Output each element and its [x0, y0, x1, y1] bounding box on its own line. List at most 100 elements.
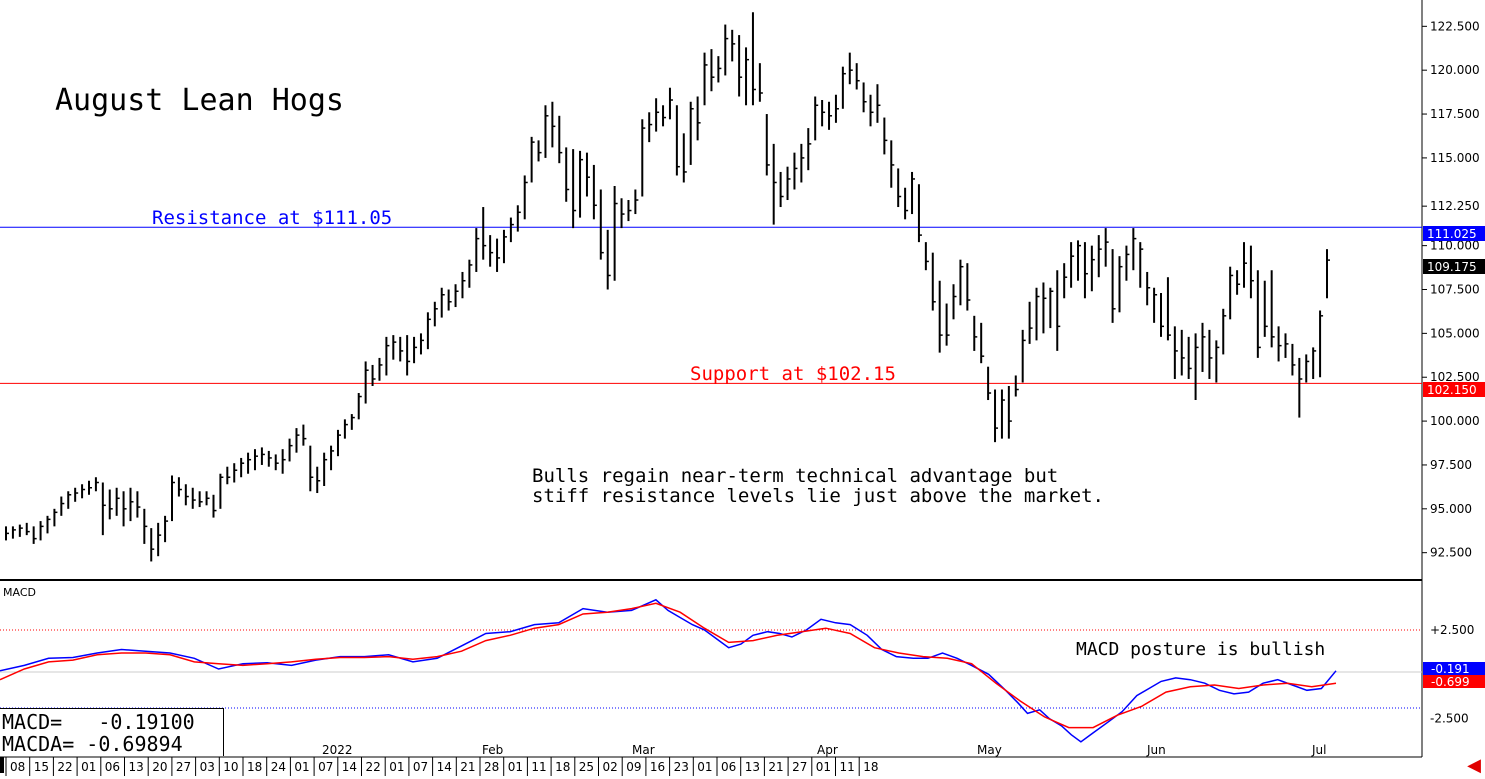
- price-bar: [1146, 271, 1151, 306]
- price-bar: [558, 115, 563, 164]
- price-bar: [94, 477, 99, 492]
- macd-readout-label: MACD=: [2, 710, 63, 734]
- price-bar: [461, 271, 466, 299]
- date-tick-label: 01: [294, 760, 309, 774]
- price-bar: [613, 185, 618, 281]
- price-bar: [917, 184, 922, 243]
- price-bar: [115, 487, 120, 516]
- price-bar: [150, 528, 155, 562]
- macd-readout-value: -0.19100: [98, 710, 195, 734]
- price-bar: [5, 526, 9, 541]
- price-bar: [406, 335, 411, 376]
- price-bar: [537, 140, 542, 162]
- price-tick-label: 120.000: [1430, 63, 1480, 77]
- price-bar: [620, 198, 625, 229]
- resistance-label: Resistance at $111.05: [152, 207, 392, 229]
- price-bar: [454, 284, 459, 308]
- date-tick-label: 01: [697, 760, 712, 774]
- price-bar: [1166, 277, 1171, 341]
- price-bar: [987, 366, 992, 401]
- price-bar: [1125, 245, 1130, 281]
- price-bar: [371, 364, 376, 386]
- date-tick-label: 01: [81, 760, 96, 774]
- price-bar: [1118, 256, 1123, 313]
- price-bar: [1291, 343, 1296, 376]
- price-bar: [426, 312, 431, 350]
- price-bar: [247, 452, 252, 474]
- price-bar: [67, 491, 72, 509]
- price-tick-label: 112.250: [1430, 199, 1480, 213]
- support-tag-bg: [1423, 382, 1485, 397]
- price-bar: [551, 101, 556, 148]
- price-bar: [703, 52, 708, 106]
- last-price-tag-bg: [1423, 259, 1485, 274]
- date-tick-label: 18: [247, 760, 262, 774]
- price-bar: [862, 82, 867, 113]
- scroll-start-marker[interactable]: [0, 757, 4, 773]
- date-tick-label: 18: [863, 760, 878, 774]
- price-bar: [1000, 389, 1005, 439]
- price-bar: [233, 463, 238, 483]
- price-tick-label: 122.500: [1430, 19, 1480, 33]
- annotation-line-2: stiff resistance levels lie just above t…: [532, 485, 1104, 507]
- price-bar: [765, 114, 770, 176]
- price-bar: [316, 466, 321, 494]
- price-bars: [5, 12, 1330, 562]
- date-tick-label: 02: [603, 760, 618, 774]
- annotation-line-1: Bulls regain near-term technical advanta…: [532, 465, 1058, 487]
- price-bar: [883, 117, 888, 155]
- price-bar: [1028, 301, 1033, 344]
- price-bar: [419, 333, 424, 355]
- price-bar: [606, 229, 611, 290]
- date-tick-label: 22: [366, 760, 381, 774]
- price-bar: [814, 96, 819, 141]
- price-bar: [855, 63, 860, 90]
- price-tick-label: 110.000: [1430, 239, 1480, 253]
- price-bar: [1035, 287, 1040, 341]
- price-bar: [530, 136, 535, 183]
- price-bar: [966, 263, 971, 311]
- price-bar: [793, 152, 798, 190]
- scroll-back-arrow-icon[interactable]: ◀: [1467, 755, 1481, 776]
- date-tick-label: 25: [579, 760, 594, 774]
- date-tick-label: 28: [484, 760, 499, 774]
- price-bar: [475, 228, 480, 272]
- price-bar: [240, 457, 245, 478]
- price-bar: [323, 452, 328, 487]
- price-bar: [143, 508, 148, 544]
- price-bar: [758, 63, 763, 102]
- price-bar: [1277, 326, 1282, 362]
- price-bar: [1070, 242, 1075, 288]
- month-label: Mar: [632, 743, 655, 757]
- date-tick-label: 27: [792, 760, 807, 774]
- price-bar: [800, 143, 805, 183]
- price-bar: [675, 105, 680, 176]
- month-label: Jun: [1146, 743, 1166, 757]
- price-tick-label: 105.000: [1430, 326, 1480, 340]
- month-label: Feb: [482, 743, 503, 757]
- date-tick-label: 11: [531, 760, 546, 774]
- date-tick-label: 01: [389, 760, 404, 774]
- macd-axis-ticks: +2.500 -2.500: [1430, 623, 1474, 726]
- price-bar: [378, 357, 383, 381]
- price-bar: [1042, 282, 1047, 334]
- price-bar: [343, 419, 348, 439]
- price-bar: [655, 98, 660, 132]
- price-tick-label: 92.500: [1430, 546, 1472, 560]
- price-bar: [931, 252, 936, 311]
- price-bar: [46, 515, 51, 534]
- price-bar: [1326, 249, 1330, 299]
- resistance-tag: 111.025: [1427, 227, 1477, 241]
- price-bar: [724, 24, 729, 76]
- price-bar: [1249, 245, 1254, 299]
- macd-line: [0, 598, 1337, 743]
- price-bar: [1007, 386, 1012, 439]
- macd-tick-label: -2.500: [1430, 712, 1469, 726]
- macd-signal-line: [0, 602, 1337, 729]
- price-bar: [1229, 266, 1234, 320]
- price-bar: [938, 280, 943, 353]
- price-bar: [468, 259, 473, 288]
- macda-readout-value: -0.69894: [86, 732, 183, 756]
- price-bar: [447, 289, 452, 311]
- price-bar: [876, 84, 881, 123]
